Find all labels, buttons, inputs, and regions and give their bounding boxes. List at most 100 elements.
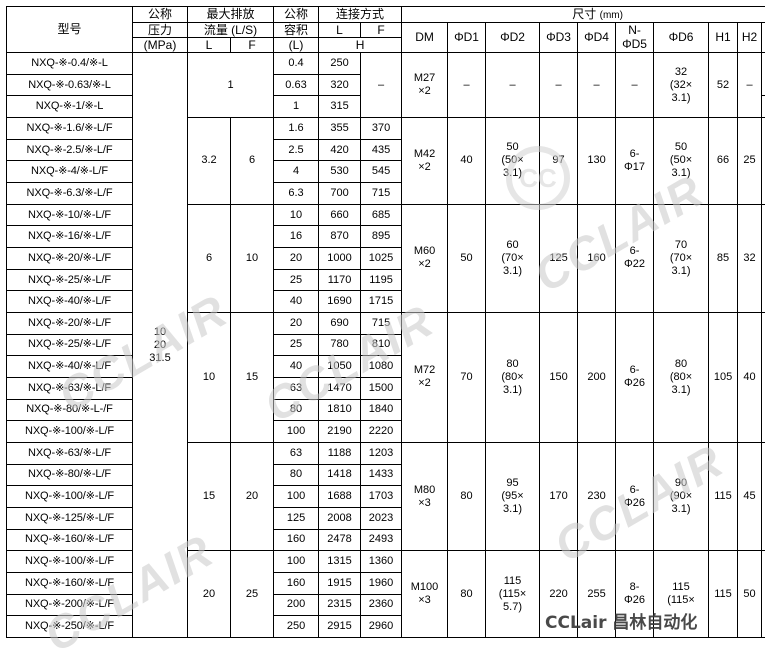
- cell-connection-l: 2915: [319, 616, 361, 638]
- cell-nominal-volume: 80: [274, 464, 319, 486]
- cell-connection-l: 1050: [319, 356, 361, 378]
- d2-detail-2: 5.7): [503, 601, 522, 613]
- d6-value: 80: [675, 358, 687, 370]
- cell-nominal-volume: 100: [274, 551, 319, 573]
- cell-nominal-volume: 6.3: [274, 183, 319, 205]
- cell-connection-f: 1203: [361, 442, 402, 464]
- cell-model: NXQ-※-63/※-L/F: [7, 377, 133, 399]
- cell-d2: 60(70×3.1): [486, 204, 540, 312]
- cell-flow-l: 10: [188, 312, 231, 442]
- cell-d: 299: [762, 312, 765, 442]
- header-d2: ΦD2: [486, 22, 540, 52]
- cell-nominal-volume: 20: [274, 248, 319, 270]
- cell-model: NXQ-※-20/※-L/F: [7, 248, 133, 270]
- cell-connection-f: 1433: [361, 464, 402, 486]
- cell-flow-f: 10: [231, 204, 274, 312]
- d6-detail-1: (50×: [670, 154, 692, 166]
- cell-connection-l: 1688: [319, 486, 361, 508]
- cell-connection-f: 435: [361, 139, 402, 161]
- header-connection-l: L: [319, 22, 361, 37]
- cell-d3: 125: [540, 204, 578, 312]
- d6-detail-1: (70×: [670, 252, 692, 264]
- cell-nominal-volume: 80: [274, 399, 319, 421]
- header-dimensions-unit: (mm): [600, 10, 623, 21]
- cell-connection-l: 1690: [319, 291, 361, 313]
- cell-connection-f: 1703: [361, 486, 402, 508]
- cell-d1: 80: [448, 442, 486, 550]
- cell-nominal-volume: 0.4: [274, 53, 319, 75]
- cell-flow-f: 20: [231, 442, 274, 550]
- cell-connection-f: 1715: [361, 291, 402, 313]
- d6-detail-2: 3.1): [672, 503, 691, 515]
- d6-value: 115: [672, 581, 690, 593]
- cell-connection-f: 895: [361, 226, 402, 248]
- cell-d1: 40: [448, 118, 486, 205]
- cell-h1: 85: [709, 204, 738, 312]
- cell-d1: 80: [448, 551, 486, 638]
- cell-model: NXQ-※-80/※-L-/F: [7, 399, 133, 421]
- cell-model: NXQ-※-10/※-L/F: [7, 204, 133, 226]
- cell-nominal-volume: 63: [274, 377, 319, 399]
- cell-flow-l: 20: [188, 551, 231, 638]
- dm-pitch: ×2: [418, 377, 431, 389]
- header-dm: DM: [402, 22, 448, 52]
- cell-model: NXQ-※-160/※-L/F: [7, 529, 133, 551]
- cell-model: NXQ-※-25/※-L/F: [7, 334, 133, 356]
- header-nominal-volume-unit: (L): [274, 37, 319, 52]
- cell-model: NXQ-※-40/※-L/F: [7, 291, 133, 313]
- cell-d4: 255: [578, 551, 616, 638]
- cell-model: NXQ-※-6.3/※-L/F: [7, 183, 133, 205]
- cell-model: NXQ-※-1.6/※-L/F: [7, 118, 133, 140]
- cell-connection-l: 530: [319, 161, 361, 183]
- cell-nominal-volume: 16: [274, 226, 319, 248]
- cell-connection-f: –: [361, 53, 402, 118]
- header-flow-l: L: [188, 37, 231, 52]
- d2-detail-2: 3.1): [503, 503, 522, 515]
- cell-nominal-volume: 2.5: [274, 139, 319, 161]
- cell-dm: M72×2: [402, 312, 448, 442]
- d2-value: –: [509, 79, 515, 91]
- cell-model: NXQ-※-40/※-L/F: [7, 356, 133, 378]
- cell-model: NXQ-※-125/※-L/F: [7, 507, 133, 529]
- cell-d4: –: [578, 53, 616, 118]
- cell-d2: 50(50×3.1): [486, 118, 540, 205]
- cell-d4: 160: [578, 204, 616, 312]
- cell-connection-f: 2220: [361, 421, 402, 443]
- d5-count: 6-: [630, 245, 640, 257]
- d6-detail-1: (80×: [670, 371, 692, 383]
- d2-value: 80: [506, 358, 518, 370]
- d6-detail-1: (115×: [667, 594, 695, 606]
- cell-model: NXQ-※-250/※-L/F: [7, 616, 133, 638]
- cell-model: NXQ-※-160/※-L/F: [7, 572, 133, 594]
- cell-d3: –: [540, 53, 578, 118]
- cell-connection-l: 1000: [319, 248, 361, 270]
- dm-pitch: ×2: [418, 85, 431, 97]
- cell-connection-l: 2008: [319, 507, 361, 529]
- header-dimensions-label: 尺寸: [572, 7, 596, 21]
- cell-nominal-volume: 25: [274, 269, 319, 291]
- header-nominal-volume-line1: 公称: [274, 7, 319, 23]
- d6-detail-2: 3.1): [672, 92, 691, 104]
- cell-connection-l: 1315: [319, 551, 361, 573]
- cell-d2: 115(115×5.7): [486, 551, 540, 638]
- cell-connection-l: 2478: [319, 529, 361, 551]
- cell-connection-f: 370: [361, 118, 402, 140]
- cell-d6: 70(70×3.1): [654, 204, 709, 312]
- d2-value: 60: [506, 239, 518, 251]
- cell-dm: M60×2: [402, 204, 448, 312]
- cell-h2: 40: [738, 312, 762, 442]
- d5-diameter: Φ22: [624, 258, 645, 270]
- cell-d2: 80(80×3.1): [486, 312, 540, 442]
- header-connection-h: H: [319, 37, 402, 52]
- d5-diameter: Φ26: [624, 594, 645, 606]
- d2-detail-1: (80×: [501, 371, 523, 383]
- dm-pitch: ×2: [418, 161, 431, 173]
- cell-h1: 52: [709, 53, 738, 118]
- d5-count: –: [631, 79, 637, 91]
- header-d4: ΦD4: [578, 22, 616, 52]
- cell-model: NXQ-※-0.4/※-L: [7, 53, 133, 75]
